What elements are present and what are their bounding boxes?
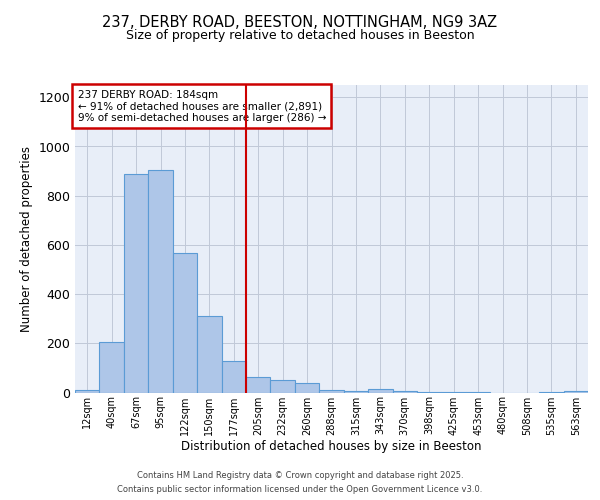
Text: Contains HM Land Registry data © Crown copyright and database right 2025.: Contains HM Land Registry data © Crown c…: [137, 472, 463, 480]
Bar: [100, 342, 124, 392]
Y-axis label: Number of detached properties: Number of detached properties: [20, 146, 33, 332]
X-axis label: Distribution of detached houses by size in Beeston: Distribution of detached houses by size …: [181, 440, 482, 453]
Bar: [221, 360, 246, 392]
Text: Size of property relative to detached houses in Beeston: Size of property relative to detached ho…: [125, 28, 475, 42]
Bar: [173, 253, 197, 392]
Bar: [295, 382, 319, 392]
Text: Contains public sector information licensed under the Open Government Licence v3: Contains public sector information licen…: [118, 484, 482, 494]
Text: 237 DERBY ROAD: 184sqm
← 91% of detached houses are smaller (2,891)
9% of semi-d: 237 DERBY ROAD: 184sqm ← 91% of detached…: [77, 90, 326, 123]
Bar: [75, 390, 100, 392]
Bar: [344, 390, 368, 392]
Bar: [148, 170, 173, 392]
Text: 237, DERBY ROAD, BEESTON, NOTTINGHAM, NG9 3AZ: 237, DERBY ROAD, BEESTON, NOTTINGHAM, NG…: [103, 15, 497, 30]
Bar: [124, 174, 148, 392]
Bar: [392, 391, 417, 392]
Bar: [246, 377, 271, 392]
Bar: [368, 389, 392, 392]
Bar: [319, 390, 344, 392]
Bar: [271, 380, 295, 392]
Bar: [197, 316, 221, 392]
